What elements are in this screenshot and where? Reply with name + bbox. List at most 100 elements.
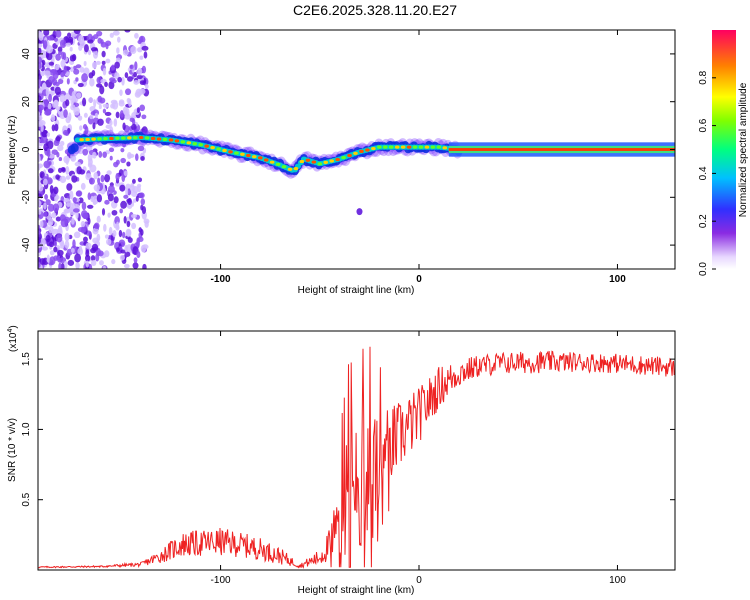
noise-speck (38, 78, 42, 88)
noise-speck (78, 45, 83, 51)
ridge-peak (424, 145, 430, 149)
noise-speck (79, 169, 86, 175)
noise-speck (81, 73, 88, 83)
ridge-peak (430, 145, 436, 149)
noise-speck (60, 241, 65, 249)
noise-speck (38, 43, 43, 48)
noise-speck (113, 118, 118, 127)
noise-speck (141, 65, 147, 74)
noise-speck (57, 167, 63, 173)
noise-speck (124, 30, 131, 33)
noise-speck (102, 108, 107, 114)
spectrogram-heatmap (38, 30, 675, 269)
noise-speck (123, 170, 128, 177)
noise-speck (41, 246, 48, 251)
noise-speck (74, 253, 81, 263)
noise-speck (60, 71, 65, 78)
noise-speck (53, 37, 58, 42)
noise-speck (101, 50, 106, 58)
ridge-peak (293, 167, 299, 171)
noise-speck (57, 144, 64, 152)
noise-speck (69, 54, 76, 62)
noise-speck (70, 104, 76, 111)
noise-speck (137, 145, 145, 152)
ridge-peak (394, 145, 400, 149)
noise-speck (110, 99, 118, 105)
noise-speck (88, 72, 94, 79)
noise-speck (58, 156, 63, 162)
noise-speck (109, 119, 113, 126)
noise-speck (67, 259, 75, 266)
noise-speck (83, 112, 88, 118)
noise-speck (85, 143, 93, 153)
noise-speck (120, 200, 127, 209)
bottom-plot-frame (37, 330, 676, 571)
noise-speck (104, 234, 109, 239)
noise-speck (82, 97, 87, 107)
noise-speck (87, 192, 92, 200)
noise-speck (38, 209, 42, 215)
noise-speck (115, 221, 120, 230)
noise-speck (101, 208, 106, 216)
noise-speck (64, 232, 70, 242)
noise-speck (49, 185, 54, 194)
noise-speck (88, 97, 94, 103)
noise-speck (104, 173, 111, 183)
snr-line (38, 346, 675, 569)
x-tick-label: 0 (416, 575, 422, 586)
noise-speck (92, 122, 96, 130)
noise-speck (89, 114, 94, 120)
noise-speck (111, 259, 116, 265)
noise-speck (116, 247, 120, 252)
noise-speck (43, 30, 50, 36)
noise-speck (104, 199, 110, 205)
noise-speck (77, 227, 85, 233)
noise-speck (133, 71, 138, 78)
noise-speck (88, 263, 93, 269)
ridge-peak (323, 160, 329, 165)
noise-speck (87, 39, 94, 44)
noise-speck (53, 81, 60, 87)
noise-speck (50, 114, 56, 122)
ridge-peak (359, 149, 364, 154)
noise-speck (77, 247, 84, 256)
noise-speck (58, 225, 63, 234)
noise-speck (47, 140, 54, 150)
noise-speck (112, 30, 120, 36)
noise-speck (49, 256, 56, 266)
noise-speck (133, 257, 138, 264)
noise-speck (111, 79, 117, 84)
noise-speck (115, 159, 120, 165)
ridge-peak (263, 158, 269, 162)
noise-speck (137, 177, 143, 183)
noise-speck (120, 147, 125, 153)
ridge-peak (79, 138, 84, 142)
noise-speck (102, 103, 109, 108)
noise-speck (99, 260, 104, 266)
noise-speck (112, 230, 117, 238)
ridge-peak (371, 146, 376, 151)
noise-speck (52, 71, 59, 80)
noise-speck (64, 92, 71, 102)
noise-speck (126, 229, 131, 237)
noise-speck (118, 100, 125, 107)
noise-speck (109, 32, 114, 38)
noise-speck (119, 254, 125, 261)
noise-speck (96, 194, 103, 203)
noise-speck (141, 114, 147, 120)
noise-speck (102, 67, 107, 76)
noise-speck (43, 160, 51, 169)
noise-speck (45, 87, 50, 97)
noise-speck (53, 139, 60, 147)
ridge-peak (436, 145, 442, 149)
noise-speck (85, 242, 92, 249)
noise-speck (131, 118, 136, 126)
noise-speck (38, 111, 41, 117)
noise-speck (48, 217, 54, 226)
colorbar-tick-label: 0.4 (698, 166, 709, 180)
noise-speck (88, 177, 95, 185)
noise-speck (124, 113, 131, 120)
noise-speck (83, 44, 89, 53)
noise-speck (133, 198, 137, 203)
ridge-peak (412, 145, 418, 149)
